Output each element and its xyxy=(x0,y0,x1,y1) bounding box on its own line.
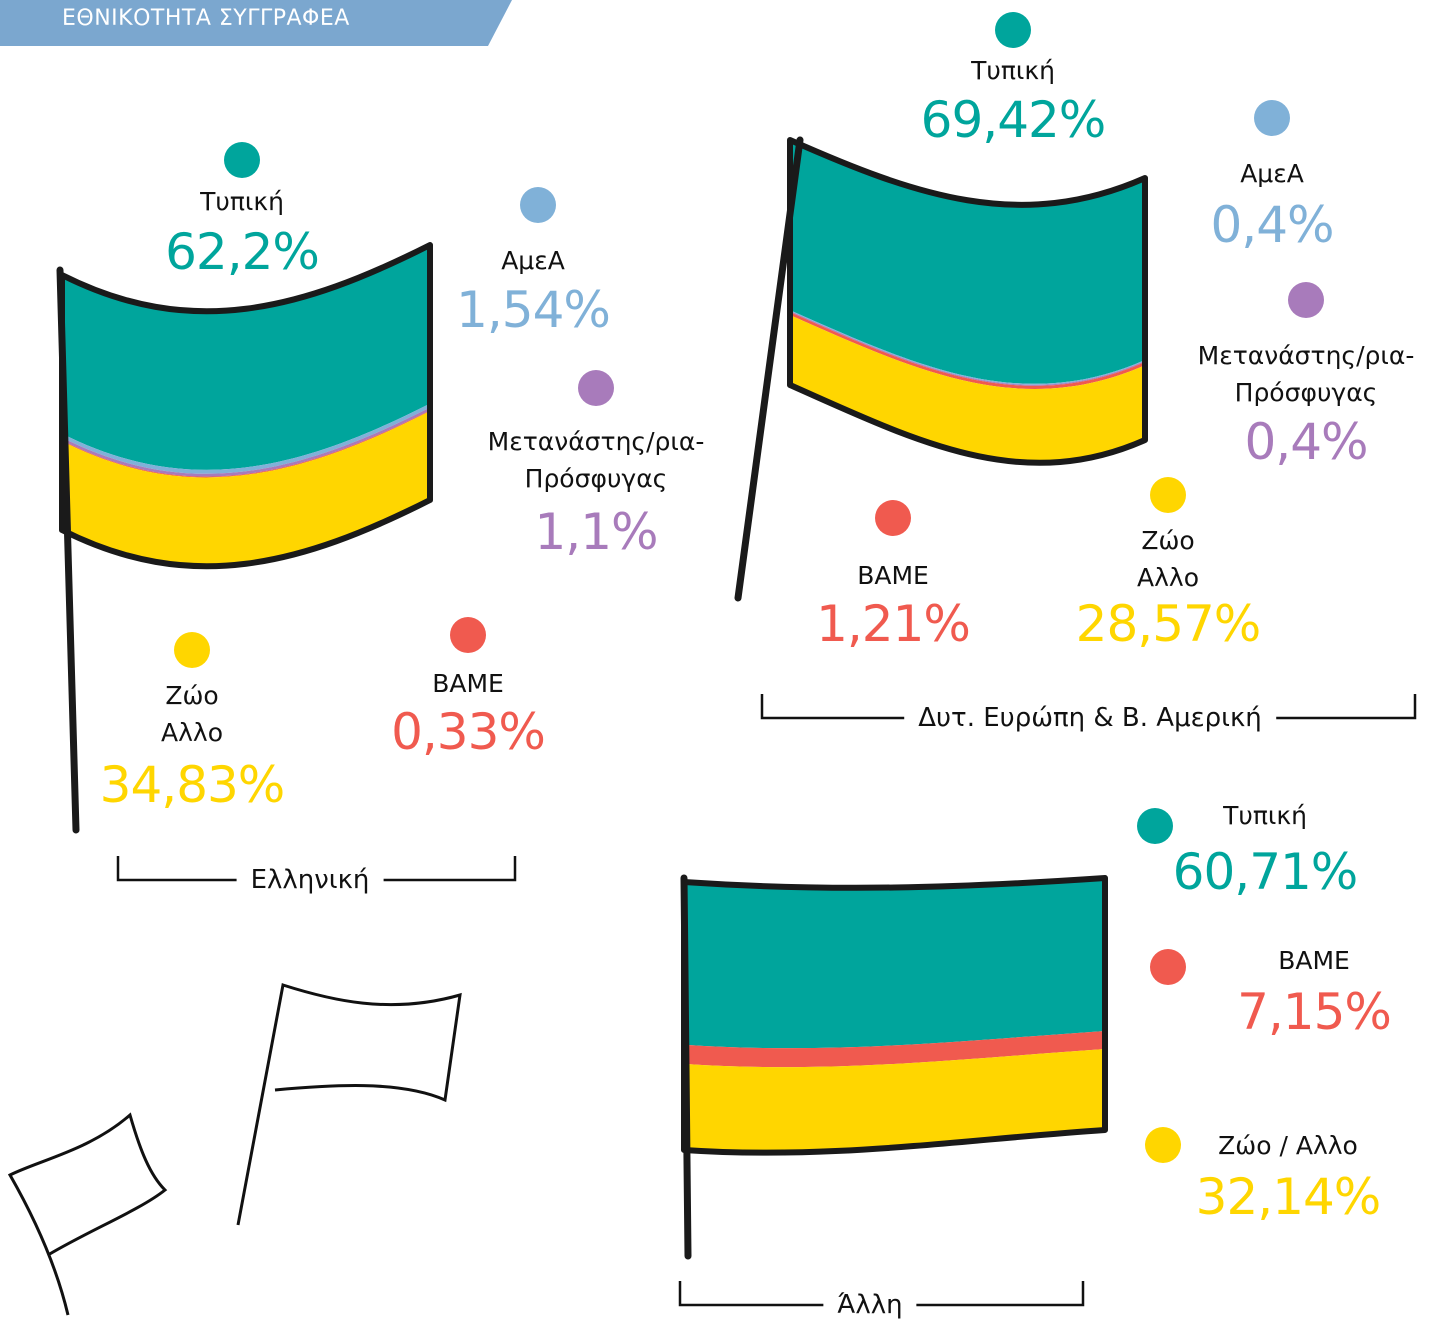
value-label: 0,33% xyxy=(391,702,545,762)
legend-dot xyxy=(578,370,614,406)
flag-pole xyxy=(684,878,688,1256)
value-label: 1,1% xyxy=(534,502,657,562)
legend-dot xyxy=(1150,477,1186,513)
value-label: 34,83% xyxy=(100,755,285,815)
series-name: Τυπική xyxy=(200,183,284,220)
value-label: 1,21% xyxy=(816,594,970,654)
value-label: 69,42% xyxy=(921,90,1106,150)
decor-flag xyxy=(10,1115,165,1315)
legend-dot xyxy=(520,187,556,223)
series-name: Τυπική xyxy=(1223,797,1307,834)
series-name: BAME xyxy=(1278,942,1350,979)
value-label: 32,14% xyxy=(1196,1167,1381,1227)
series-name: ΑμεΑ xyxy=(501,242,565,279)
value-label: 0,4% xyxy=(1210,195,1333,255)
series-name: Ζώο Αλλο xyxy=(147,677,237,751)
series-name: Μετανάστης/ρια-Πρόσφυγας xyxy=(446,423,746,497)
legend-dot xyxy=(1145,1127,1181,1163)
value-label: 0,4% xyxy=(1244,412,1367,472)
flag-band xyxy=(684,878,1105,1048)
decor-flag xyxy=(238,985,460,1225)
value-label: 1,54% xyxy=(456,280,610,340)
series-name: Ζώο / Αλλο xyxy=(1218,1127,1358,1164)
value-label: 28,57% xyxy=(1076,594,1261,654)
legend-dot xyxy=(450,617,486,653)
chart-title: Άλλη xyxy=(823,1290,916,1320)
series-name: BAME xyxy=(432,665,504,702)
legend-dot xyxy=(174,632,210,668)
series-name: Τυπική xyxy=(971,52,1055,89)
legend-dot xyxy=(1137,808,1173,844)
legend-dot xyxy=(1150,949,1186,985)
chart-title: Δυτ. Ευρώπη & Β. Αμερική xyxy=(904,703,1276,733)
page: ΕΘΝΙΚΟΤΗΤΑ ΣΥΓΓΡΑΦΕΑ (() => { const data… xyxy=(0,0,1452,1319)
series-name: BAME xyxy=(857,557,929,594)
legend-dot xyxy=(1288,282,1324,318)
legend-dot xyxy=(224,142,260,178)
series-name: ΑμεΑ xyxy=(1240,155,1304,192)
value-label: 7,15% xyxy=(1237,982,1391,1042)
value-label: 62,2% xyxy=(165,222,319,282)
chart-title: Ελληνική xyxy=(237,865,384,895)
legend-dot xyxy=(1254,100,1290,136)
legend-dot xyxy=(995,12,1031,48)
series-name: Μετανάστης/ρια-Πρόσφυγας xyxy=(1156,337,1452,411)
decor-flags xyxy=(10,985,460,1315)
header-title: ΕΘΝΙΚΟΤΗΤΑ ΣΥΓΓΡΑΦΕΑ xyxy=(62,6,350,31)
series-name: Ζώο Αλλο xyxy=(1123,522,1213,596)
legend-dot xyxy=(875,500,911,536)
value-label: 60,71% xyxy=(1173,842,1358,902)
